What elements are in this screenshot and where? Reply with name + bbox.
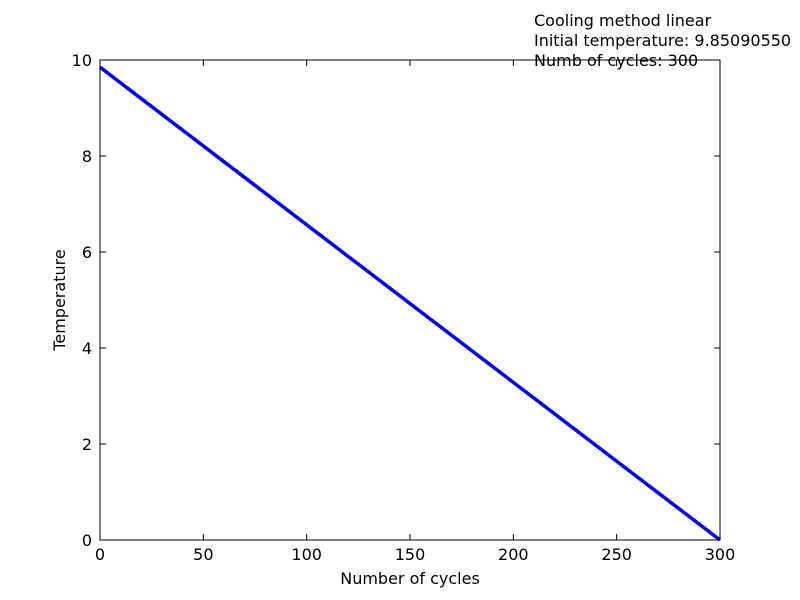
series-line-0 <box>98 65 722 542</box>
x-tick-label: 300 <box>705 545 736 564</box>
y-axis-label: Temperature <box>50 249 69 351</box>
y-tick-label: 0 <box>82 531 92 550</box>
x-tick-label: 150 <box>395 545 426 564</box>
x-tick-label: 200 <box>498 545 529 564</box>
x-tick-label: 100 <box>291 545 322 564</box>
series-layer <box>98 65 722 542</box>
y-tick-label: 8 <box>82 147 92 166</box>
y-tick-label: 10 <box>72 51 92 70</box>
x-tick-label: 250 <box>601 545 632 564</box>
annotation-num-cycles: Numb of cycles: 300 <box>534 51 698 70</box>
annotation-initial-temperature: Initial temperature: 9.85090550 <box>534 31 791 50</box>
y-tick-label: 4 <box>82 339 92 358</box>
x-tick-label: 50 <box>193 545 213 564</box>
x-tick-label: 0 <box>95 545 105 564</box>
y-axis: 0 2 4 6 8 10 <box>72 51 720 550</box>
annotation-cooling-method: Cooling method linear <box>534 11 712 30</box>
x-axis: 0 50 100 150 200 250 300 <box>95 60 735 564</box>
y-tick-label: 6 <box>82 243 92 262</box>
x-axis-label: Number of cycles <box>340 569 480 588</box>
y-tick-label: 2 <box>82 435 92 454</box>
